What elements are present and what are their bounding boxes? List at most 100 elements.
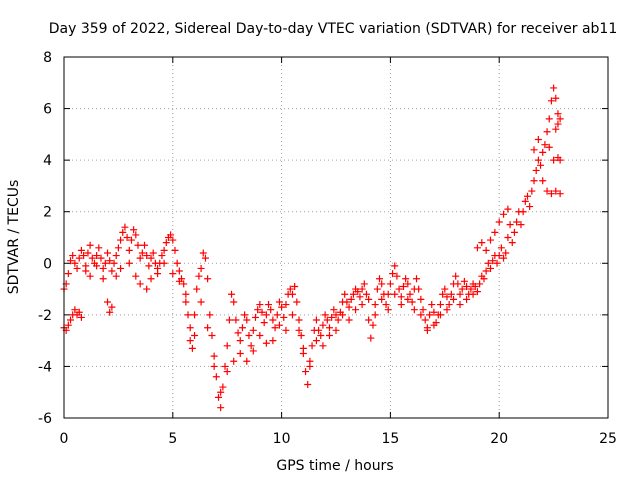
data-point <box>513 218 521 226</box>
data-point <box>469 290 477 298</box>
y-axis-ticks: -6 -4 -2 0 2 4 6 8 <box>38 50 608 427</box>
data-point <box>406 290 414 298</box>
data-point <box>86 272 94 280</box>
data-point <box>339 311 347 319</box>
data-point <box>410 306 418 314</box>
data-point <box>125 246 133 254</box>
y-tick-label: -4 <box>38 359 52 375</box>
data-point <box>365 316 373 324</box>
data-point <box>500 210 508 218</box>
data-point <box>234 329 242 337</box>
data-point <box>251 313 259 321</box>
data-point <box>447 290 455 298</box>
data-point <box>282 326 290 334</box>
data-point <box>556 115 564 123</box>
data-point <box>413 275 421 283</box>
y-axis-label: SDTVAR / TECUs <box>6 180 22 295</box>
data-point <box>360 280 368 288</box>
data-point <box>358 301 366 309</box>
data-point <box>552 94 560 102</box>
data-point <box>136 254 144 262</box>
data-point <box>241 311 249 319</box>
data-point <box>543 128 551 136</box>
data-point <box>430 321 438 329</box>
data-point <box>130 226 138 234</box>
data-point <box>304 380 312 388</box>
data-point <box>378 295 386 303</box>
data-point <box>319 321 327 329</box>
data-point <box>217 404 225 412</box>
data-point <box>243 357 251 365</box>
data-point <box>101 259 109 267</box>
data-point <box>482 246 490 254</box>
data-point <box>547 97 555 105</box>
data-point <box>530 146 538 154</box>
data-point <box>106 308 114 316</box>
data-point <box>484 259 492 267</box>
data-point <box>149 249 157 257</box>
data-point <box>452 272 460 280</box>
data-point <box>230 357 238 365</box>
data-point <box>117 236 125 244</box>
data-point <box>169 270 177 278</box>
data-point <box>528 187 536 195</box>
data-point <box>221 362 229 370</box>
data-point <box>273 311 281 319</box>
data-point <box>210 352 218 360</box>
data-point <box>386 280 394 288</box>
y-tick-label: 4 <box>43 153 52 169</box>
data-point <box>127 236 135 244</box>
data-point <box>543 187 551 195</box>
data-point <box>114 244 122 252</box>
data-point <box>132 231 140 239</box>
data-point <box>145 262 153 270</box>
data-point <box>295 326 303 334</box>
data-point <box>77 313 85 321</box>
data-point <box>554 110 562 118</box>
y-tick-label: 2 <box>43 205 52 221</box>
data-point <box>160 246 168 254</box>
data-point <box>495 218 503 226</box>
data-point <box>463 282 471 290</box>
data-point <box>497 244 505 252</box>
data-point <box>476 280 484 288</box>
data-point <box>136 280 144 288</box>
data-point <box>262 339 270 347</box>
data-point <box>391 290 399 298</box>
data-point <box>436 311 444 319</box>
data-point <box>271 324 279 332</box>
data-point <box>471 282 479 290</box>
data-point <box>389 270 397 278</box>
data-point <box>486 236 494 244</box>
series-offset <box>60 120 564 396</box>
data-point <box>112 252 120 260</box>
data-point <box>228 290 236 298</box>
data-point <box>204 275 212 283</box>
data-point <box>286 285 294 293</box>
data-point <box>365 295 373 303</box>
data-point <box>393 272 401 280</box>
data-point <box>104 298 112 306</box>
data-point <box>391 262 399 270</box>
data-point <box>154 264 162 272</box>
data-point <box>75 308 83 316</box>
y-tick-label: 6 <box>43 102 52 118</box>
data-point <box>108 267 116 275</box>
data-point <box>291 282 299 290</box>
y-tick-label: 0 <box>43 256 52 272</box>
data-point <box>158 252 166 260</box>
data-point <box>321 311 329 319</box>
data-point <box>312 316 320 324</box>
data-point <box>199 249 207 257</box>
y-tick-label: 8 <box>43 50 52 66</box>
data-point <box>249 347 257 355</box>
data-point <box>293 298 301 306</box>
data-point <box>147 254 155 262</box>
data-point <box>545 143 553 151</box>
data-point <box>175 267 183 275</box>
data-point <box>225 316 233 324</box>
data-point <box>64 270 72 278</box>
data-point <box>197 264 205 272</box>
data-point <box>508 239 516 247</box>
data-point <box>532 166 540 174</box>
